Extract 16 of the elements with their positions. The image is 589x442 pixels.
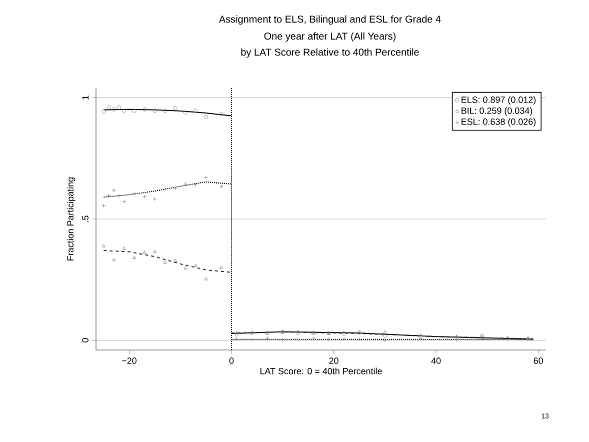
y-tick-label: 1: [82, 96, 88, 100]
legend-label: BIL: 0.259 (0.034): [462, 107, 532, 116]
y-tick-label: .5: [82, 216, 88, 222]
y-tick-label: 0: [82, 338, 88, 342]
x-tick-label: 20: [329, 358, 338, 364]
x-tick-label: 60: [534, 358, 543, 364]
legend-label: ESL: 0.638 (0.026): [462, 118, 536, 127]
chart-title: Assignment to ELS, Bilingual and ESL for Grade 4: [218, 15, 441, 25]
x-axis-title: LAT Score: 0 = 40th Percentile: [260, 368, 382, 374]
text: by LAT Score Relative to 40th Percentile: [241, 48, 419, 58]
x-tick-label: 40: [431, 358, 441, 364]
legend-label: ELS: 0.897 (0.012): [462, 96, 536, 105]
x-tick-label: 0: [229, 358, 234, 364]
chart-subtitle: One year after LAT (All Years): [264, 32, 396, 42]
y-axis-title: Fraction Participating: [66, 177, 76, 260]
x-tick-label: −20: [122, 358, 136, 364]
